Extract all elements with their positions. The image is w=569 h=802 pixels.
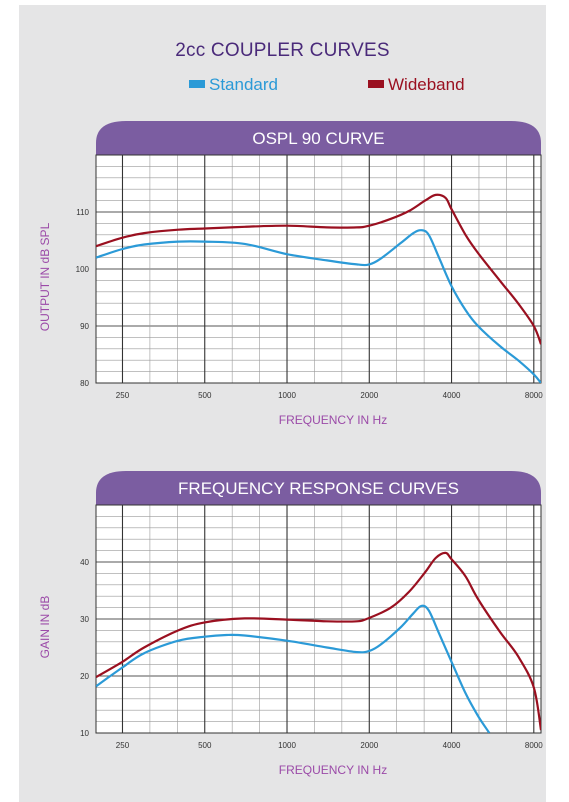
y-tick-label: 30 [80, 615, 89, 624]
x-tick-label: 2000 [360, 391, 378, 400]
x-tick-label: 500 [198, 391, 212, 400]
x-axis-title: FREQUENCY IN Hz [279, 413, 387, 427]
legend-wideband: Wideband [368, 75, 465, 97]
y-tick-label: 80 [80, 379, 89, 388]
frequency-response-chart-svg: FREQUENCY RESPONSE CURVES 250 500 1000 2000 4… [38, 471, 543, 777]
y-tick-label: 10 [80, 729, 89, 738]
series-line-wideband [96, 193, 541, 345]
x-axis-title: FREQUENCY IN Hz [279, 763, 387, 777]
x-tick-label: 1000 [278, 391, 296, 400]
legend-standard-label: Standard [209, 75, 278, 94]
y-tick-label: 100 [76, 265, 90, 274]
chart-title: FREQUENCY RESPONSE CURVES [178, 479, 459, 498]
legend-standard: Standard [189, 75, 278, 97]
x-tick-label: 8000 [525, 391, 543, 400]
coupler-curves-panel: 2cc COUPLER CURVES Standard Wideband OSP… [19, 5, 546, 802]
x-tick-label: 4000 [443, 391, 461, 400]
page-title: 2cc COUPLER CURVES [175, 40, 390, 61]
y-axis-title: OUTPUT IN dB SPL [38, 222, 52, 331]
y-tick-label: 20 [80, 672, 89, 681]
ospl90-chart: OSPL 90 CURVE 250 500 1000 2000 4000 8000 80 90 1… [19, 121, 546, 436]
x-tick-label: 8000 [525, 741, 543, 750]
x-tick-label: 2000 [360, 741, 378, 750]
plot-frame [95, 154, 542, 384]
y-axis-title: GAIN IN dB [38, 596, 52, 659]
series-line-standard [96, 229, 541, 383]
chart-banner [96, 121, 541, 155]
series-line-wideband [96, 551, 541, 731]
y-tick-label: 40 [80, 558, 89, 567]
x-tick-label: 1000 [278, 741, 296, 750]
x-tick-label: 250 [116, 741, 130, 750]
chart-banner [96, 471, 541, 505]
chart-title: OSPL 90 CURVE [252, 129, 384, 148]
x-tick-label: 500 [198, 741, 212, 750]
y-tick-label: 110 [76, 208, 89, 217]
frequency-response-chart: FREQUENCY RESPONSE CURVES 250 500 1000 2000 4… [19, 471, 546, 791]
ospl90-chart-svg: OSPL 90 CURVE 250 500 1000 2000 4000 8000 80 90 1… [38, 121, 543, 427]
legend-standard-swatch [189, 79, 205, 88]
x-tick-label: 4000 [443, 741, 461, 750]
legend-wideband-label: Wideband [388, 75, 465, 94]
series-line-standard [96, 604, 491, 733]
plot-frame [95, 504, 542, 734]
y-tick-label: 90 [80, 322, 89, 331]
x-tick-label: 250 [116, 391, 130, 400]
legend-wideband-swatch [368, 79, 384, 88]
